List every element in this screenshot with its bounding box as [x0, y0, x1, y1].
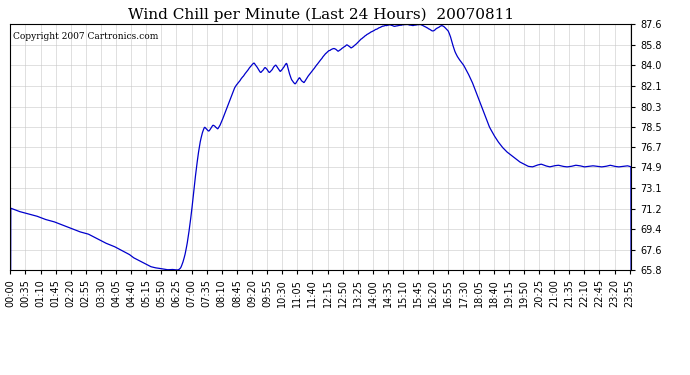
Title: Wind Chill per Minute (Last 24 Hours)  20070811: Wind Chill per Minute (Last 24 Hours) 20… [128, 8, 514, 22]
Text: Copyright 2007 Cartronics.com: Copyright 2007 Cartronics.com [14, 32, 159, 41]
